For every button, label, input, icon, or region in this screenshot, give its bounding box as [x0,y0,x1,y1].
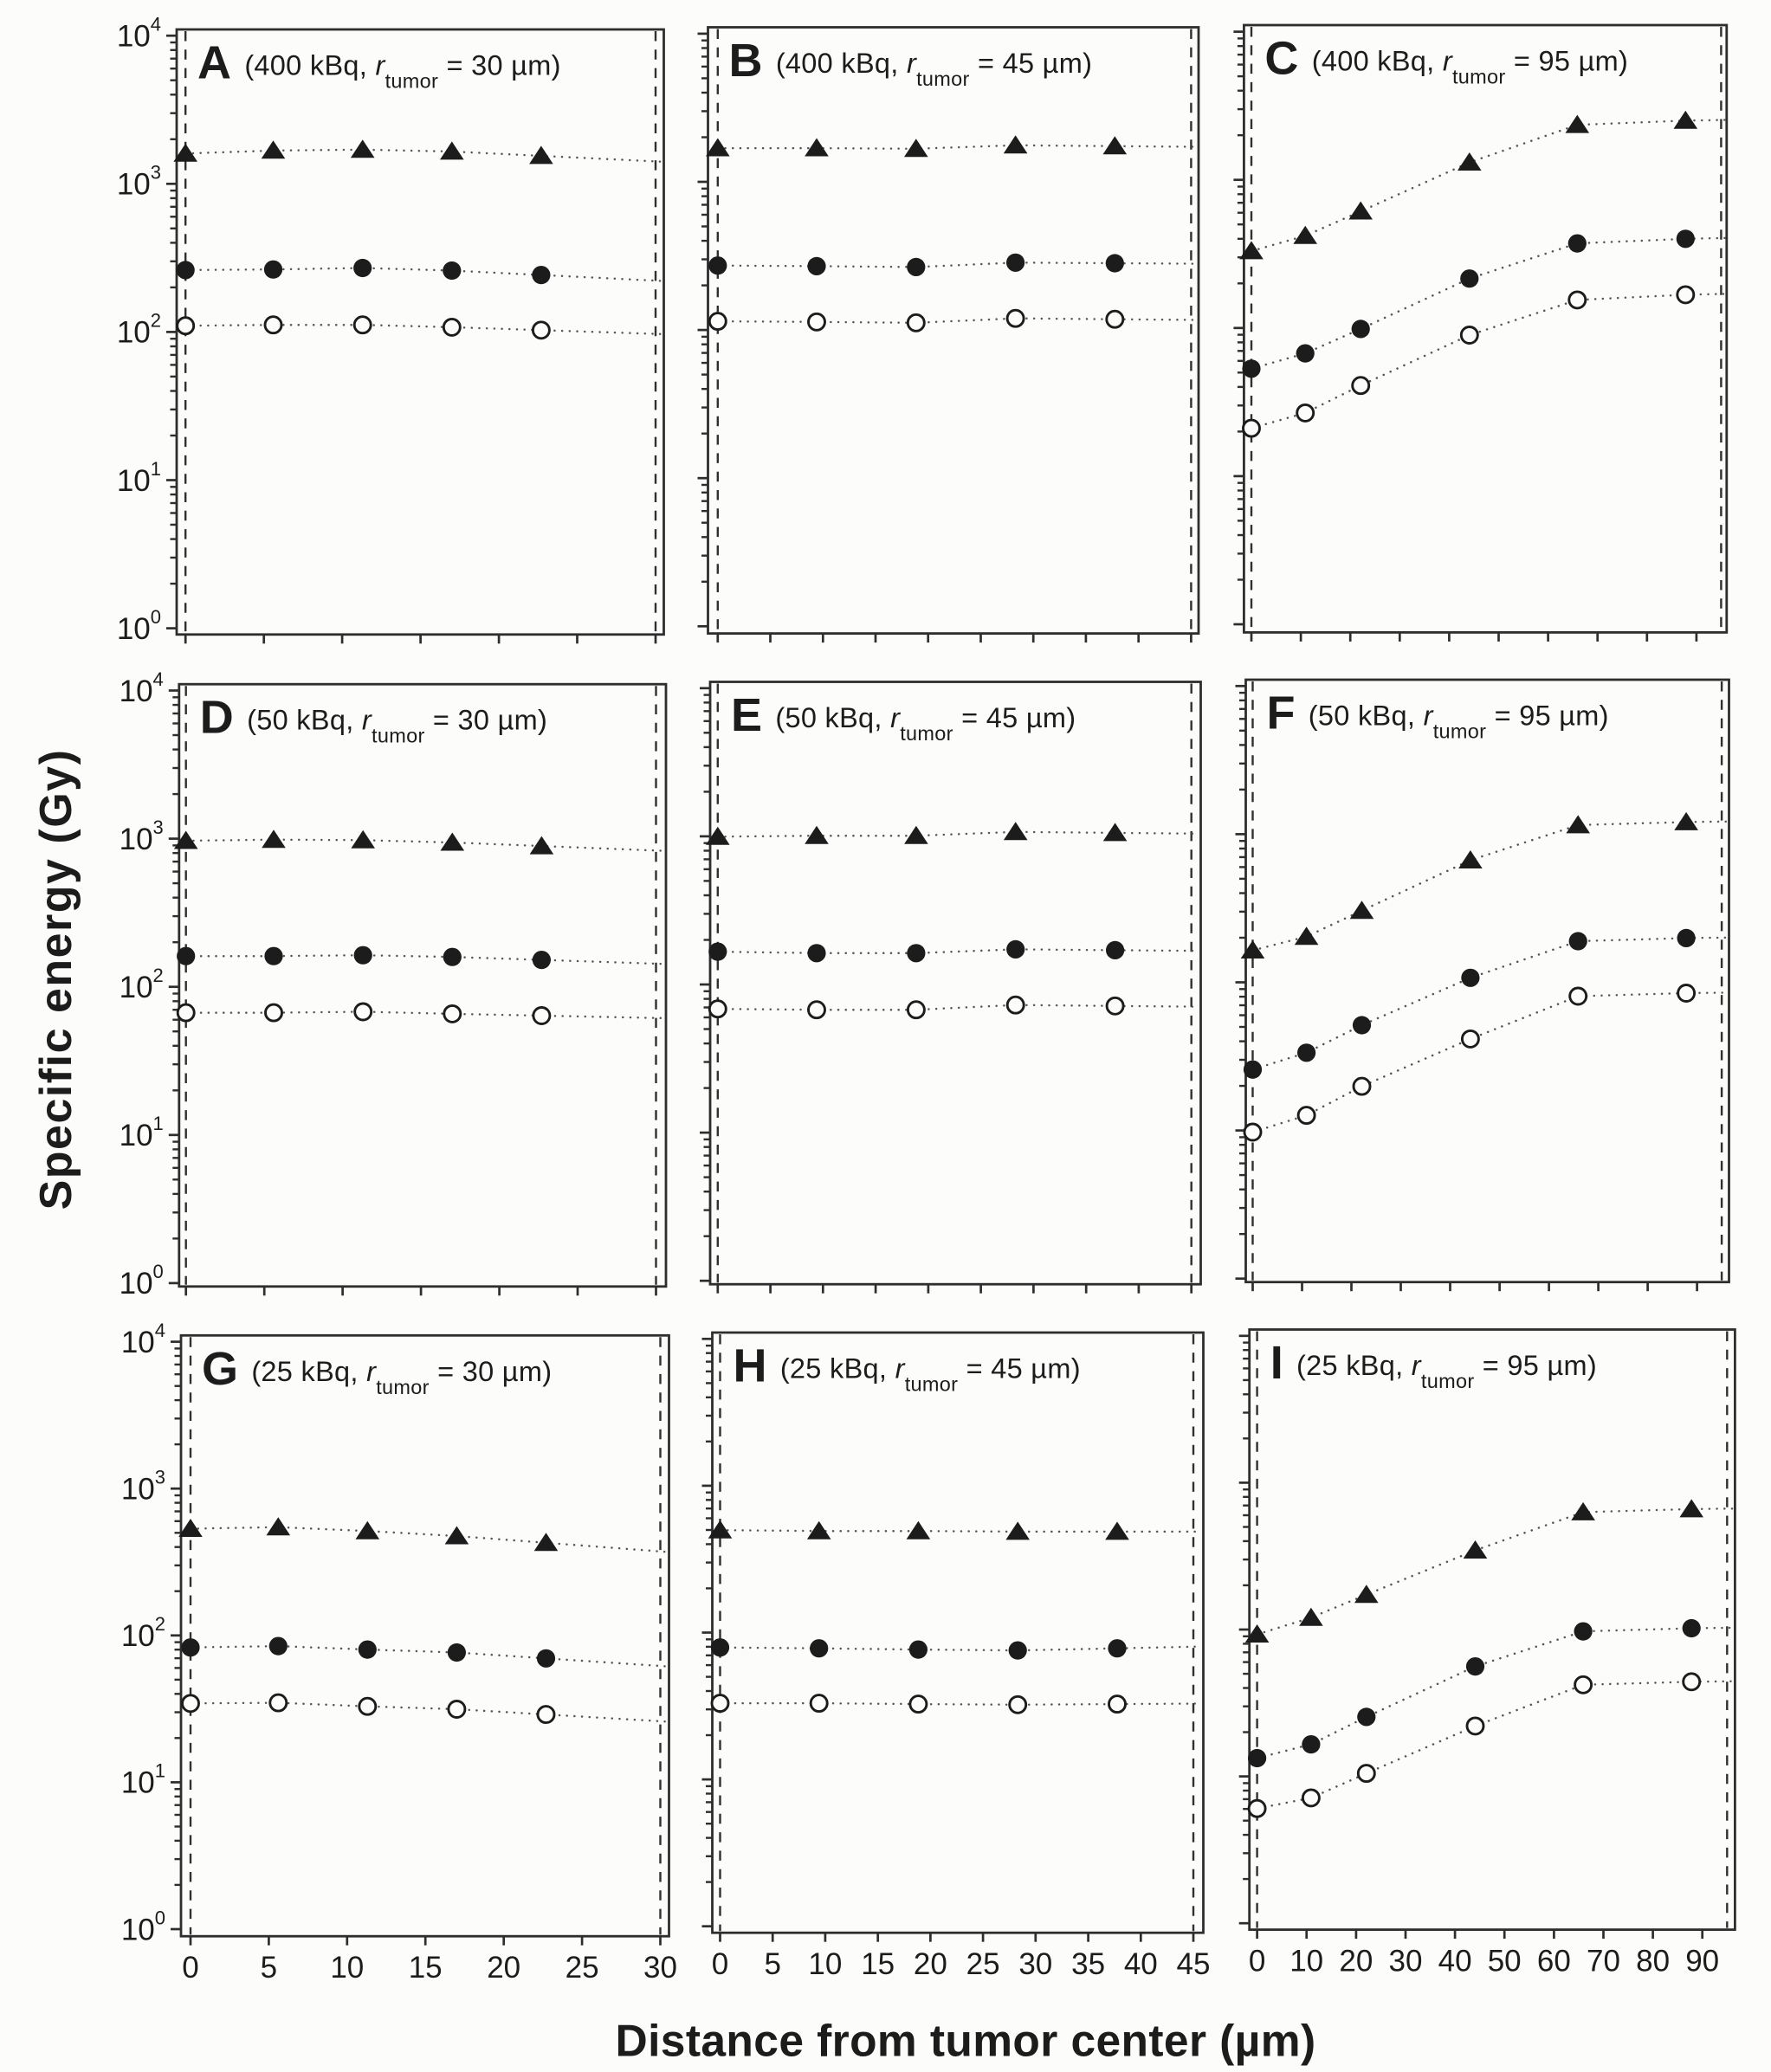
svg-text:A(400 kBq, rtumor = 30 µm): A (400 kBq, rtumor = 30 µm) [197,37,561,93]
svg-text:104: 104 [117,14,161,54]
svg-text:101: 101 [117,458,161,498]
svg-text:103: 103 [117,162,161,202]
svg-text:25: 25 [966,1947,1000,1981]
svg-text:F(50 kBq, rtumor = 95 µm): F (50 kBq, rtumor = 95 µm) [1267,687,1609,743]
svg-text:60: 60 [1537,1945,1571,1978]
svg-text:20: 20 [1339,1945,1373,1978]
svg-text:10: 10 [330,1951,364,1985]
svg-text:C(400 kBq, rtumor = 95 µm): C (400 kBq, rtumor = 95 µm) [1264,33,1628,88]
svg-text:80: 80 [1636,1945,1670,1978]
svg-text:102: 102 [121,1613,165,1653]
svg-text:Specific energy (Gy): Specific energy (Gy) [31,749,81,1210]
svg-text:30: 30 [1389,1945,1423,1978]
svg-text:40: 40 [1124,1947,1158,1981]
svg-text:100: 100 [121,1907,165,1946]
svg-text:40: 40 [1438,1945,1472,1978]
svg-text:0: 0 [1249,1945,1265,1978]
svg-text:104: 104 [121,1320,165,1359]
svg-text:25: 25 [566,1951,599,1985]
svg-text:35: 35 [1071,1947,1105,1981]
svg-text:101: 101 [120,1113,164,1152]
svg-text:E(50 kBq, rtumor = 45 µm): E (50 kBq, rtumor = 45 µm) [731,689,1076,745]
svg-text:15: 15 [409,1951,443,1985]
svg-text:101: 101 [121,1760,165,1800]
svg-text:90: 90 [1685,1945,1719,1978]
svg-text:0: 0 [182,1951,198,1985]
svg-text:10: 10 [1289,1945,1323,1978]
svg-text:D(50 kBq, rtumor = 30 µm): D (50 kBq, rtumor = 30 µm) [200,692,547,747]
svg-text:70: 70 [1587,1945,1620,1978]
svg-text:102: 102 [120,965,164,1004]
svg-text:45: 45 [1177,1947,1211,1981]
svg-text:104: 104 [120,668,164,708]
svg-text:0: 0 [712,1947,728,1981]
svg-text:20: 20 [914,1947,947,1981]
svg-text:30: 30 [1018,1947,1052,1981]
svg-text:5: 5 [764,1947,780,1981]
svg-text:5: 5 [261,1951,277,1985]
svg-text:103: 103 [120,817,164,856]
svg-text:I(25 kBq, rtumor = 95 µm): I (25 kBq, rtumor = 95 µm) [1270,1337,1597,1392]
svg-text:100: 100 [117,606,161,646]
svg-text:B(400 kBq, rtumor = 45 µm): B (400 kBq, rtumor = 45 µm) [729,35,1093,90]
svg-text:20: 20 [487,1951,520,1985]
svg-text:100: 100 [120,1261,164,1301]
svg-text:30: 30 [643,1951,677,1985]
svg-text:102: 102 [117,310,161,350]
svg-text:Distance from tumor center (µm: Distance from tumor center (µm) [616,2016,1316,2066]
svg-text:50: 50 [1488,1945,1522,1978]
svg-text:G(25 kBq, rtumor = 30 µm): G (25 kBq, rtumor = 30 µm) [202,1343,552,1398]
svg-text:H(25 kBq, rtumor = 45 µm): H (25 kBq, rtumor = 45 µm) [734,1340,1081,1396]
svg-text:15: 15 [861,1947,895,1981]
svg-text:103: 103 [121,1467,165,1507]
svg-text:10: 10 [808,1947,842,1981]
